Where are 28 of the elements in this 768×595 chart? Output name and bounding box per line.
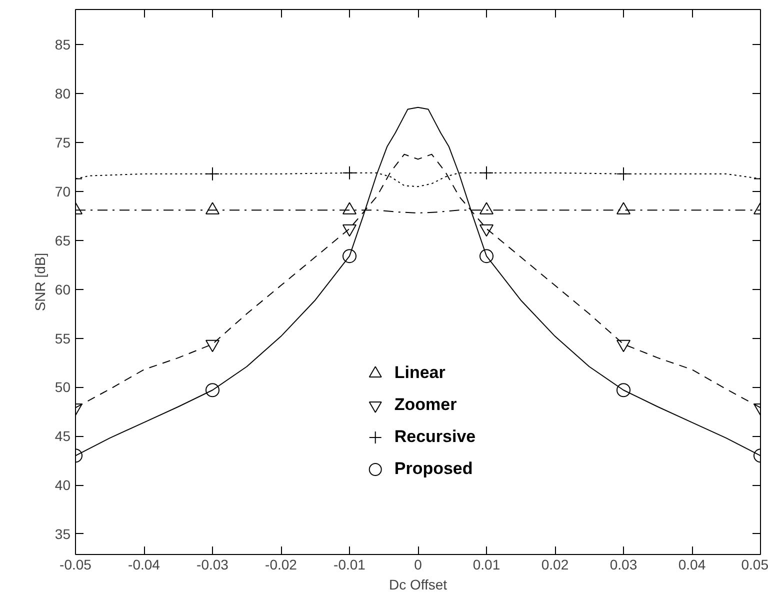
y-tick-label: 85 (54, 36, 71, 53)
x-tick-label: 0.03 (610, 556, 638, 572)
x-tick-label: 0.01 (472, 556, 500, 572)
y-tick-label: 35 (54, 526, 71, 542)
y-tick-label: 80 (54, 86, 71, 102)
x-tick-label: 0.02 (541, 556, 569, 572)
y-tick-label: 75 (54, 134, 71, 151)
y-tick-label: 50 (54, 379, 71, 396)
x-tick-label: -0.02 (265, 556, 298, 572)
x-tick-label: -0.05 (60, 556, 92, 572)
x-tick-label: 0 (414, 556, 422, 572)
y-tick-label: 65 (54, 232, 71, 248)
y-tick-label: 40 (54, 477, 71, 494)
legend-label: Proposed (394, 459, 473, 479)
x-tick-label: -0.03 (196, 556, 229, 572)
y-axis-title: SNR [dB] (32, 252, 48, 312)
y-tick-label: 55 (54, 330, 71, 346)
y-tick-label: 45 (54, 428, 71, 444)
y-tick-label: 60 (54, 281, 71, 298)
x-tick-label: 0.05 (741, 556, 768, 572)
x-axis-title: Dc Offset (388, 576, 448, 592)
legend-label: Zoomer (394, 395, 457, 415)
legend-label: Recursive (394, 427, 476, 447)
x-tick-label: -0.04 (128, 556, 160, 572)
x-tick-label: 0.04 (678, 556, 706, 572)
legend-label: Linear (394, 363, 446, 383)
y-tick-label: 70 (54, 183, 71, 200)
x-tick-label: -0.01 (334, 556, 366, 572)
